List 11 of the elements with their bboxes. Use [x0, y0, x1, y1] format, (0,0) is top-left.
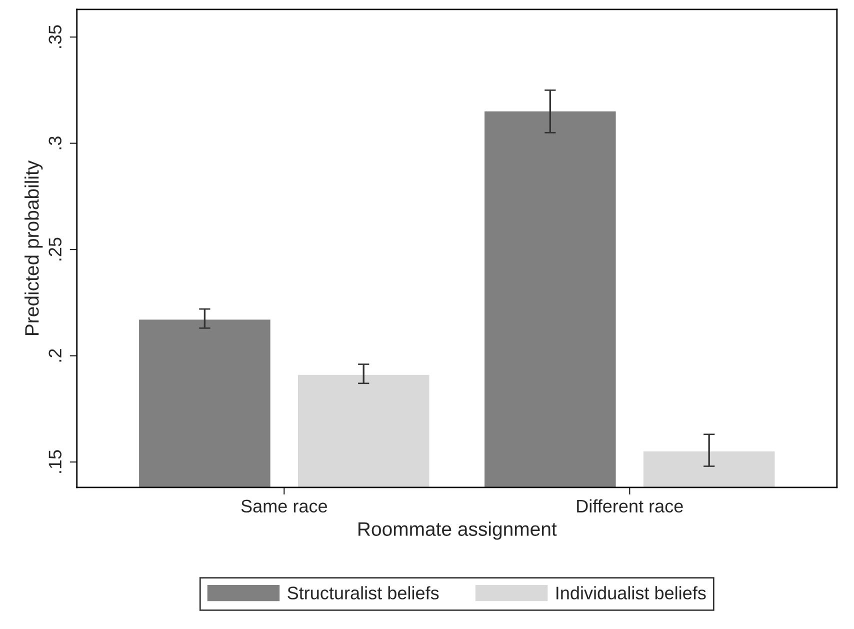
- legend-label: Structuralist beliefs: [288, 586, 439, 600]
- y-tick-label: .3: [48, 136, 62, 150]
- x-axis-title: Roommate assignment: [358, 522, 557, 540]
- y-tick-label: .15: [48, 450, 62, 473]
- y-tick-label: .35: [48, 25, 62, 48]
- y-axis-title: Predicted probability: [24, 160, 43, 335]
- x-tick-label: Same race: [241, 500, 328, 513]
- x-tick-label: Different race: [577, 499, 683, 513]
- y-tick-label: .2: [48, 349, 62, 362]
- legend-label: Individualist beliefs: [556, 586, 706, 600]
- y-tick-label: .25: [48, 238, 62, 260]
